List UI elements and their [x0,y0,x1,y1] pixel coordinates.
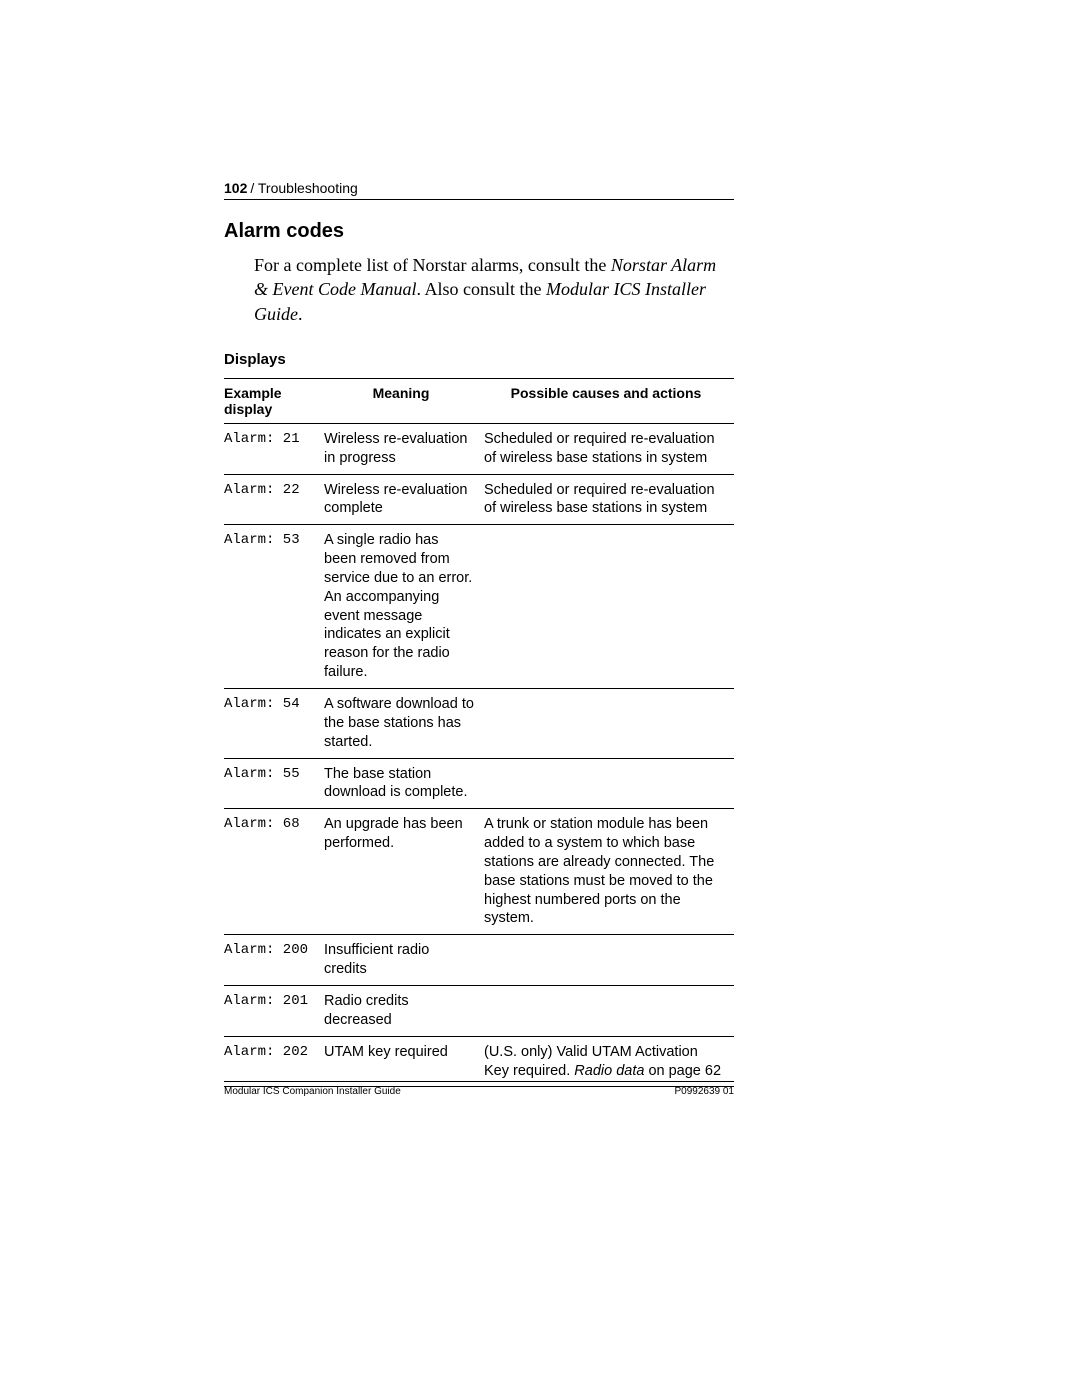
alarm-meaning: Wireless re-evaluation in progress [324,423,484,474]
col-actions: Possible causes and actions [484,378,734,423]
footer-left: Modular ICS Companion Installer Guide [224,1086,401,1097]
col-example: Example display [224,378,324,423]
intro-text-3: . [298,304,303,324]
col-meaning: Meaning [324,378,484,423]
alarm-actions [484,525,734,689]
intro-text-2: . Also consult the [416,279,546,299]
actions-suffix: on page 62 [644,1063,721,1079]
table-row: Alarm: 22 Wireless re-evaluation complet… [224,474,734,525]
alarm-actions [484,985,734,1036]
actions-italic: Radio data [574,1063,644,1079]
alarm-meaning: UTAM key required [324,1036,484,1087]
alarm-meaning: Insufficient radio credits [324,935,484,986]
alarm-meaning: The base station download is complete. [324,758,484,809]
table-row: Alarm: 200 Insufficient radio credits [224,935,734,986]
alarm-code: Alarm: 53 [224,525,324,689]
alarm-actions [484,689,734,759]
header-section: / Troubleshooting [250,180,357,196]
alarm-meaning: A software download to the base stations… [324,689,484,759]
alarm-actions: Scheduled or required re-evaluation of w… [484,423,734,474]
alarm-actions [484,758,734,809]
alarm-meaning: A single radio has been removed from ser… [324,525,484,689]
alarm-meaning: An upgrade has been performed. [324,809,484,935]
page-footer: Modular ICS Companion Installer Guide P0… [224,1081,734,1097]
alarm-actions [484,935,734,986]
table-row: Alarm: 68 An upgrade has been performed.… [224,809,734,935]
table-row: Alarm: 54 A software download to the bas… [224,689,734,759]
alarm-code: Alarm: 21 [224,423,324,474]
footer-right: P0992639 01 [674,1086,734,1097]
section-title: Alarm codes [224,220,734,243]
sub-title: Displays [224,351,734,368]
alarm-code: Alarm: 68 [224,809,324,935]
table-body: Alarm: 21 Wireless re-evaluation in prog… [224,423,734,1086]
table-row: Alarm: 201 Radio credits decreased [224,985,734,1036]
table-row: Alarm: 21 Wireless re-evaluation in prog… [224,423,734,474]
intro-paragraph: For a complete list of Norstar alarms, c… [254,253,734,326]
page-number: 102 [224,180,247,196]
alarm-actions: (U.S. only) Valid UTAM Activation Key re… [484,1036,734,1087]
alarm-code: Alarm: 54 [224,689,324,759]
alarm-actions: A trunk or station module has been added… [484,809,734,935]
intro-text-1: For a complete list of Norstar alarms, c… [254,255,611,275]
table-header-row: Example display Meaning Possible causes … [224,378,734,423]
alarm-code: Alarm: 22 [224,474,324,525]
alarm-table: Example display Meaning Possible causes … [224,378,734,1087]
table-row: Alarm: 53 A single radio has been remove… [224,525,734,689]
alarm-meaning: Wireless re-evaluation complete [324,474,484,525]
alarm-meaning: Radio credits decreased [324,985,484,1036]
alarm-code: Alarm: 200 [224,935,324,986]
table-row: Alarm: 202 UTAM key required (U.S. only)… [224,1036,734,1087]
alarm-code: Alarm: 202 [224,1036,324,1087]
page-header: 102 / Troubleshooting [224,180,734,200]
alarm-code: Alarm: 201 [224,985,324,1036]
alarm-code: Alarm: 55 [224,758,324,809]
table-row: Alarm: 55 The base station download is c… [224,758,734,809]
alarm-actions: Scheduled or required re-evaluation of w… [484,474,734,525]
